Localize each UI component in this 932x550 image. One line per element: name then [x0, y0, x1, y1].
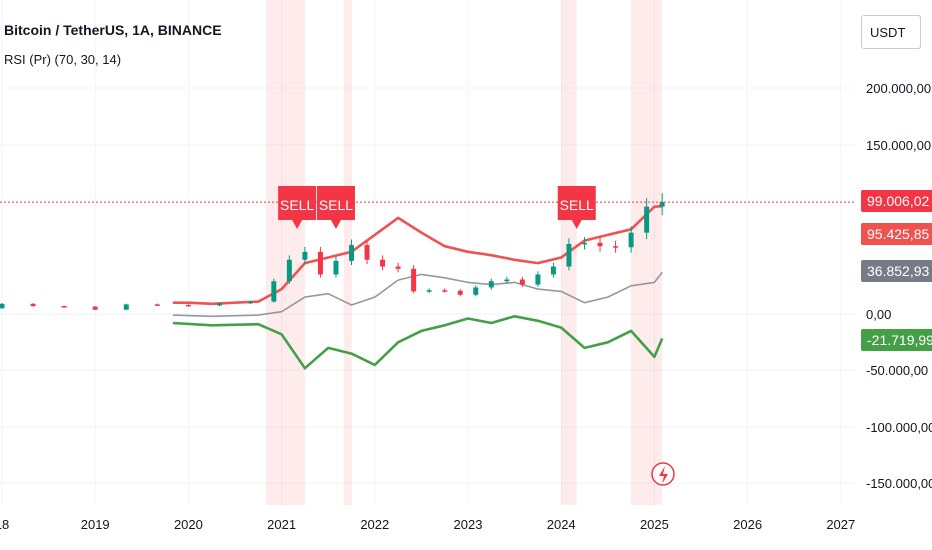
series-line	[172, 314, 664, 370]
candle-body	[0, 303, 5, 309]
candle-body	[333, 260, 339, 275]
highlight-band	[266, 0, 305, 505]
x-tick-label: 2023	[454, 517, 483, 532]
candle-body	[566, 243, 572, 267]
series-line	[172, 271, 663, 318]
candle-body	[644, 206, 650, 233]
candle-body	[92, 306, 98, 310]
x-tick-label: 2019	[81, 517, 110, 532]
candle-body	[488, 281, 494, 288]
candle-body	[426, 290, 432, 292]
sell-signal-marker	[316, 186, 355, 229]
candle-body	[411, 268, 417, 292]
x-tick-label: 2025	[640, 517, 669, 532]
candle-body	[216, 303, 222, 306]
candle-body	[504, 279, 510, 282]
candle-body	[61, 306, 67, 308]
symbol-title[interactable]: Bitcoin / TetherUS, 1A, BINANCE	[4, 22, 222, 38]
price-tag-current: 99.006,02	[861, 190, 932, 212]
sell-signal-label: SELL	[280, 197, 314, 213]
candle-body	[271, 281, 277, 302]
candle-body	[519, 279, 525, 285]
candle-body	[317, 251, 323, 275]
candle-body	[473, 287, 479, 295]
candle-body	[364, 245, 370, 260]
price-tag-upper: 95.425,85	[861, 223, 932, 245]
candle-body	[380, 259, 386, 267]
price-tag-middle: 36.852,93	[861, 260, 932, 282]
candle-body	[628, 232, 634, 248]
candle-body	[395, 266, 401, 269]
candle-body	[597, 242, 603, 247]
candle-body	[442, 290, 448, 292]
x-tick-label: 2027	[826, 517, 855, 532]
highlight-bands	[266, 0, 663, 505]
series-line	[172, 204, 663, 306]
highlight-band	[631, 0, 663, 505]
sell-signal: SELL	[316, 186, 355, 229]
x-tick-label: 2020	[174, 517, 203, 532]
y-tick-label: -150.000,00	[866, 476, 932, 491]
sell-signal-marker	[557, 186, 596, 229]
candle-body	[185, 304, 191, 307]
x-tick-label: 18	[0, 517, 9, 532]
candle-body	[30, 303, 36, 307]
candle-body	[123, 304, 129, 310]
sell-signals: SELL SELL SELL	[278, 186, 596, 229]
chart-grid	[0, 0, 855, 505]
price-tag-lower: -21.719,99	[861, 329, 932, 351]
sell-signal-marker	[278, 186, 317, 229]
y-tick-label: 150.000,00	[866, 138, 931, 153]
candle-body	[302, 251, 308, 260]
x-tick-label: 2026	[733, 517, 762, 532]
indicator-legend[interactable]: RSI (Pr) (70, 30, 14)	[4, 52, 122, 67]
candle-body	[349, 245, 354, 261]
x-tick-label: 2022	[360, 517, 389, 532]
sell-signal: SELL	[557, 186, 596, 229]
series-group	[0, 193, 855, 370]
candle-body	[154, 304, 160, 306]
candle-body	[613, 246, 619, 248]
candle-body	[535, 274, 541, 285]
x-tick-label: 2024	[547, 517, 576, 532]
candle-body	[286, 259, 292, 282]
y-tick-label: -50.000,00	[866, 363, 928, 378]
candle-body	[457, 290, 463, 295]
y-tick-label: 200.000,00	[866, 81, 931, 96]
axes: 200.000,00 150.000,00 0,00 -50.000,00 -100.0…	[0, 81, 932, 532]
y-tick-label: -100.000,00	[866, 420, 932, 435]
candle-body	[659, 202, 665, 207]
x-tick-label: 2021	[267, 517, 296, 532]
candle-body	[550, 266, 556, 275]
sell-signal: SELL	[278, 186, 317, 229]
currency-button[interactable]: USDT	[861, 15, 921, 49]
y-tick-label: 0,00	[866, 307, 891, 322]
sell-signal-label: SELL	[319, 197, 353, 213]
lightning-icon	[651, 462, 675, 486]
candle-body	[582, 242, 587, 245]
sell-signal-label: SELL	[560, 197, 594, 213]
candle-body	[248, 301, 254, 304]
